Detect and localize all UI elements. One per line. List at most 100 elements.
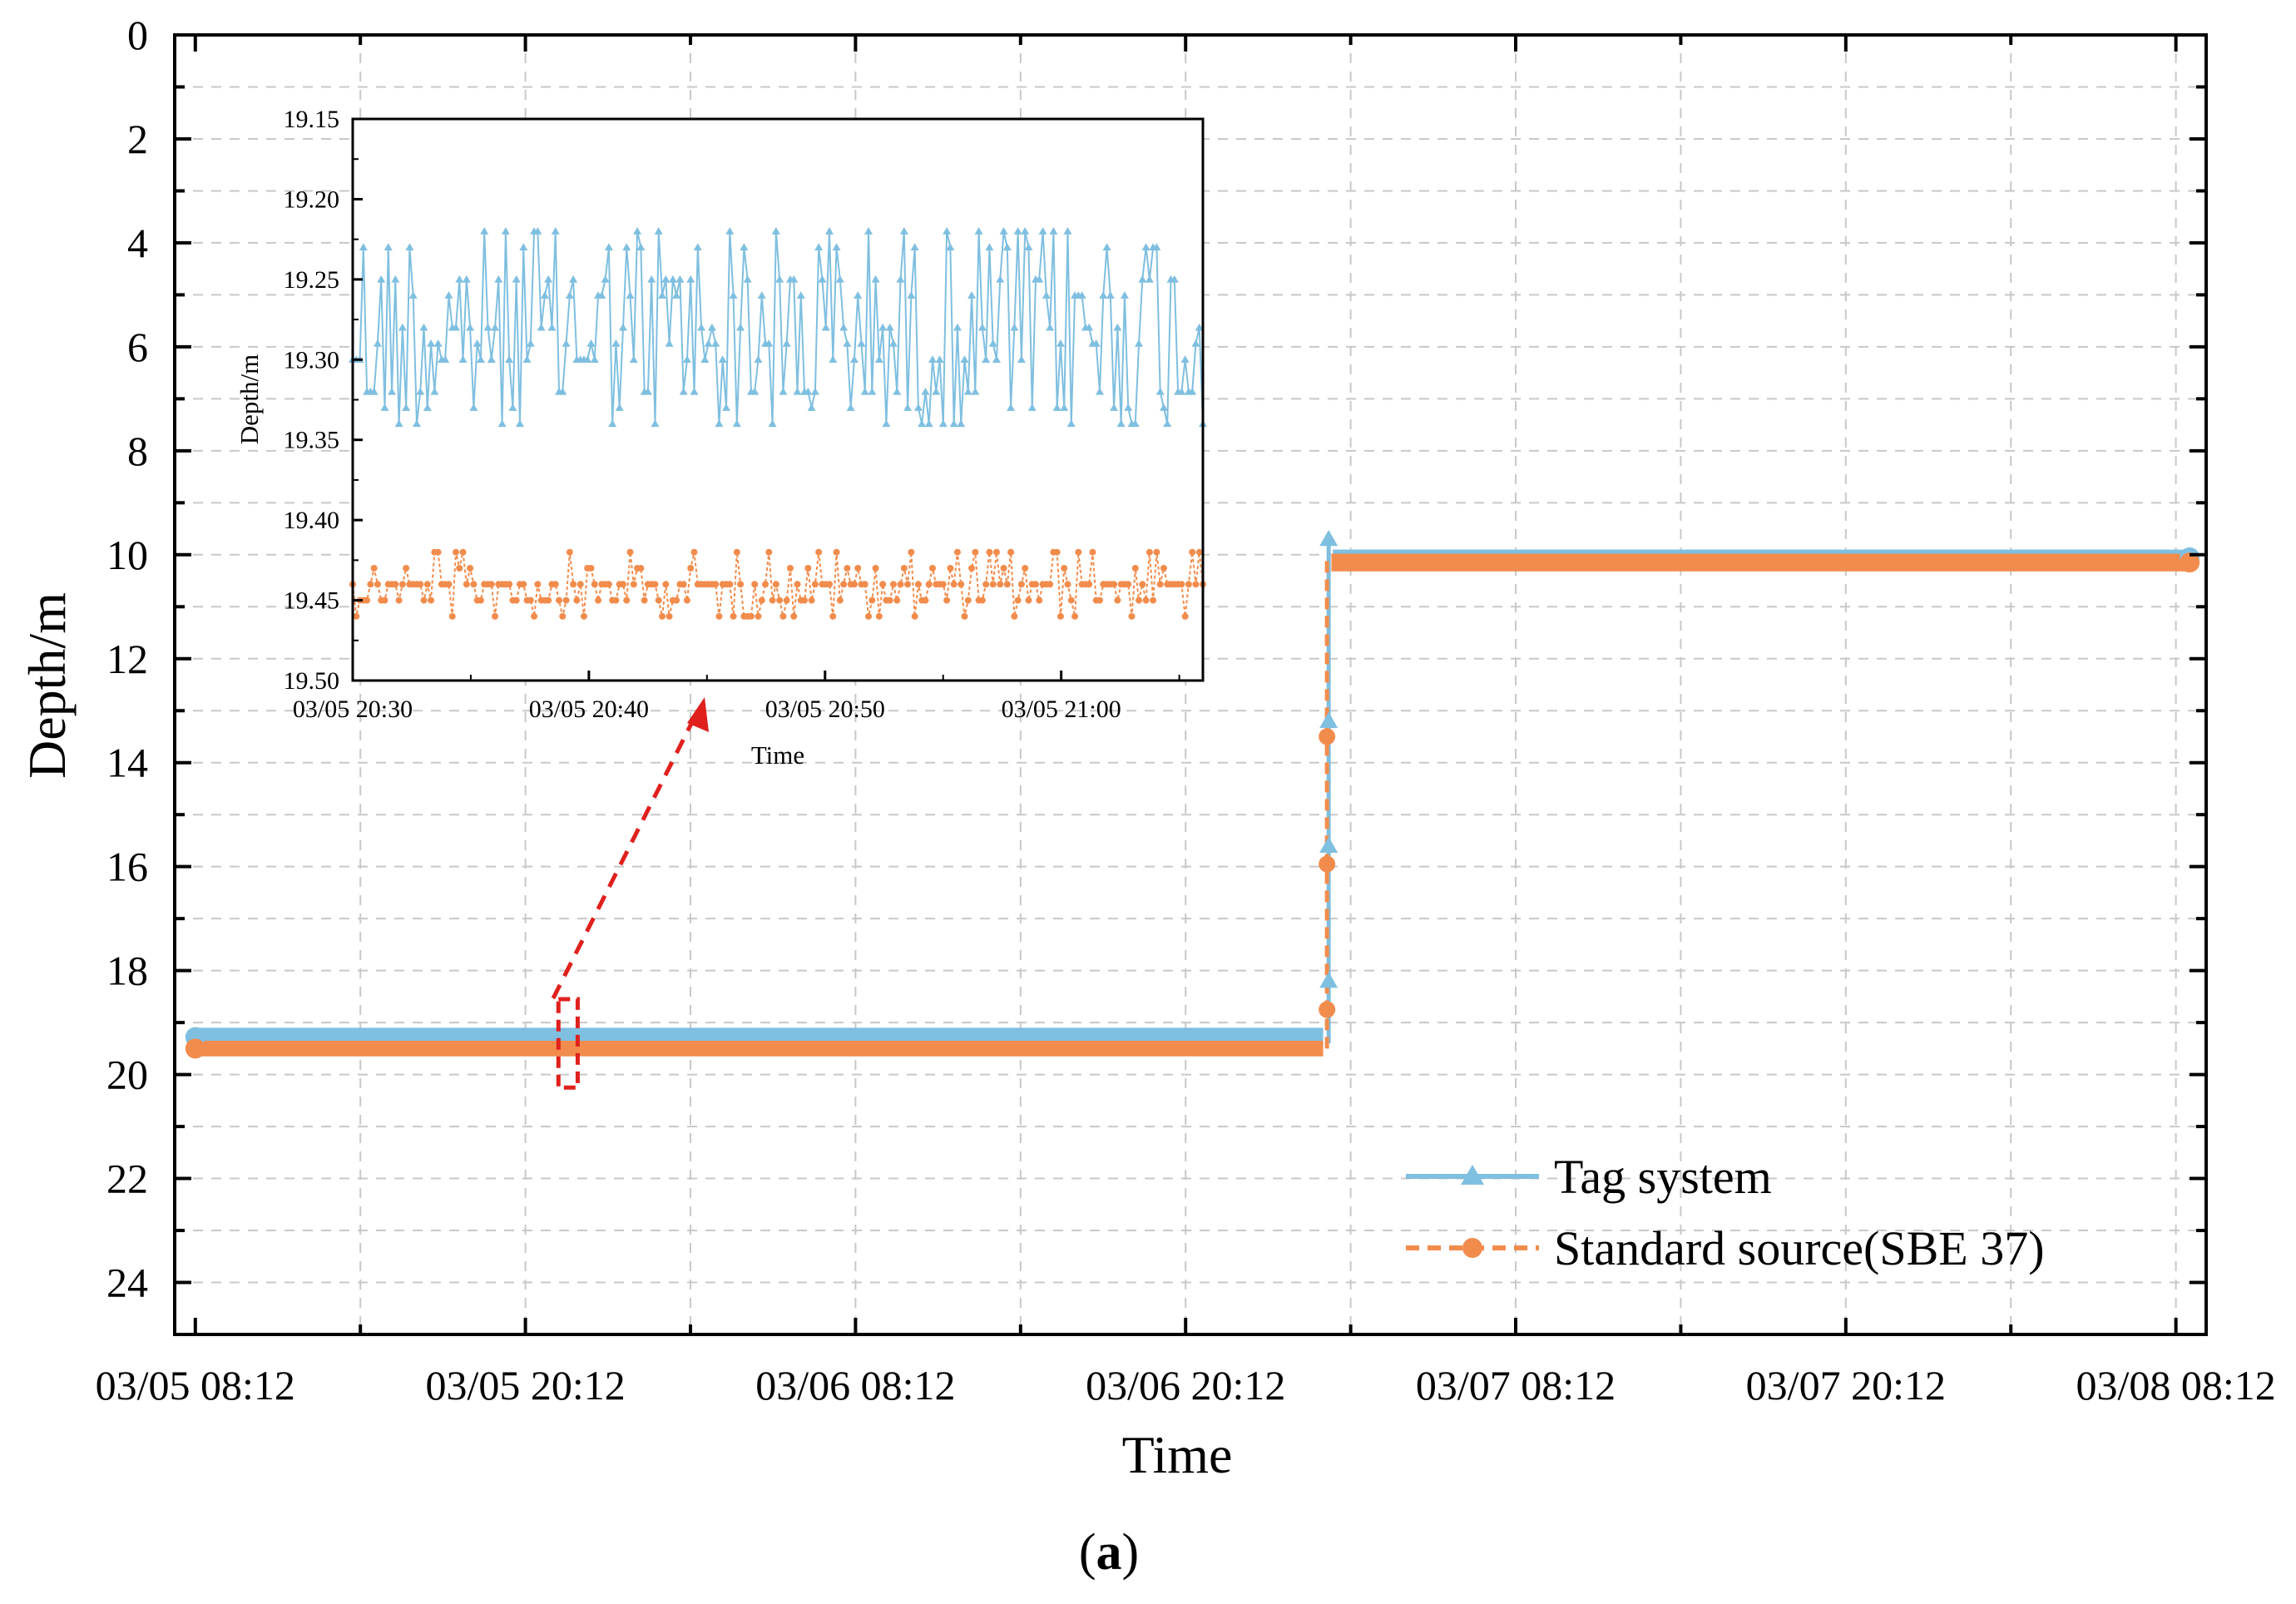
inset-standard-source-marker (1025, 597, 1032, 604)
inset-tag-system-marker (1138, 275, 1147, 283)
inset-standard-source-marker (1125, 581, 1132, 588)
inset-standard-source-marker (662, 581, 670, 588)
inset-tag-system-marker (882, 419, 891, 428)
inset-tag-system-marker (1035, 275, 1044, 283)
inset-standard-source-marker (765, 548, 773, 556)
inset-standard-source-marker (1086, 581, 1093, 588)
inset-tag-system-marker (996, 275, 1005, 283)
inset-tag-system-marker (540, 291, 549, 299)
inset-tag-system-marker (444, 291, 453, 299)
inset-tag-system-marker (1027, 403, 1037, 411)
inset-y-tick-label: 19.45 (284, 587, 340, 615)
inset-series (349, 227, 1207, 620)
inset-tag-system-marker (988, 339, 997, 347)
inset-tag-system-marker (1145, 275, 1154, 283)
inset-x-tick-label: 03/05 20:30 (293, 696, 413, 723)
inset-standard-source-marker (801, 597, 809, 604)
inset-y-tick-labels: 19.15 19.20 19.25 19.30 19.35 19.40 19.45 19.50 (284, 106, 340, 695)
zoom-arrow (551, 697, 709, 1000)
inset-tag-system-marker (1010, 323, 1019, 331)
inset-tag-system-marker (835, 275, 844, 283)
inset-tag-system-marker (779, 387, 788, 395)
inset-standard-source-marker (1111, 581, 1118, 588)
inset-chart: 03/05 20:30 03/05 20:40 03/05 20:50 03/05 2… (235, 106, 1207, 770)
inset-tag-system-marker (622, 243, 631, 251)
inset-standard-source-marker (423, 581, 431, 588)
inset-standard-source-marker (947, 565, 954, 572)
inset-standard-source-marker (512, 597, 520, 604)
inset-tag-system-line (353, 230, 1204, 425)
inset-tag-system-marker (967, 291, 977, 299)
inset-standard-source-marker (904, 581, 912, 588)
inset-tag-system-marker (697, 323, 706, 331)
inset-standard-source-marker (1139, 581, 1146, 588)
inset-tag-system-marker (957, 419, 966, 428)
inset-standard-source-marker (353, 612, 360, 620)
inset-tag-system-marker (743, 275, 752, 283)
inset-tag-system-marker (814, 243, 824, 251)
inset-tag-system-marker (1095, 387, 1104, 395)
inset-x-tick-label: 03/05 20:50 (765, 696, 885, 723)
legend-marker-standard-source (1462, 1238, 1482, 1258)
y-tick-label: 18 (106, 948, 148, 994)
inset-tag-system-marker (704, 339, 713, 347)
y-tick-label: 16 (106, 844, 148, 890)
inset-standard-source-marker (889, 581, 897, 588)
inset-tag-system-marker (732, 419, 741, 428)
inset-standard-source-marker (769, 597, 776, 604)
inset-standard-source-marker (683, 597, 690, 604)
inset-tag-system-marker (1077, 291, 1086, 299)
inset-standard-source-marker (1067, 597, 1075, 604)
inset-standard-source-marker (619, 581, 626, 588)
inset-tag-system-marker (519, 243, 528, 251)
inset-tag-system-marker (551, 227, 560, 235)
inset-tag-system-marker (849, 355, 859, 364)
inset-standard-source-marker (492, 612, 499, 620)
inset-standard-source-marker (964, 597, 972, 604)
inset-standard-source-marker (961, 612, 968, 620)
inset-y-tick-label: 19.30 (284, 346, 340, 374)
inset-tag-system-marker (455, 275, 464, 283)
inset-standard-source-marker (381, 597, 388, 604)
inset-tag-system-marker (821, 323, 830, 331)
inset-tag-system-marker (971, 387, 980, 395)
inset-tag-system-marker (874, 355, 883, 364)
inset-standard-source-marker (1056, 612, 1064, 620)
inset-standard-source-marker (612, 597, 620, 604)
inset-standard-source-marker (1185, 581, 1192, 588)
inset-standard-source-marker (900, 565, 908, 572)
inset-tag-system-marker (1007, 403, 1016, 411)
inset-tag-system-marker (960, 355, 969, 364)
inset-standard-source-marker (1061, 565, 1068, 572)
inset-standard-source-marker (1011, 612, 1018, 620)
inset-standard-source-marker (673, 597, 680, 604)
inset-standard-source-marker (1071, 612, 1079, 620)
y-tick-label: 8 (127, 428, 148, 474)
inset-tag-system-marker (907, 291, 916, 299)
inset-tag-system-marker (383, 243, 393, 251)
inset-tag-system-marker (711, 339, 720, 347)
inset-standard-source-marker (811, 581, 819, 588)
inset-standard-source-marker (794, 581, 801, 588)
inset-tag-system-marker (1135, 339, 1144, 347)
inset-tag-system-marker (604, 243, 613, 251)
inset-standard-source-marker (854, 565, 862, 572)
x-tick-label: 03/06 08:12 (755, 1362, 955, 1408)
inset-standard-source-marker (1192, 581, 1200, 588)
inset-tag-system-marker (793, 387, 802, 395)
y-tick-label: 4 (127, 220, 148, 266)
inset-tag-system-marker (903, 403, 913, 411)
inset-standard-source-marker (865, 612, 873, 620)
inset-tag-system-marker (896, 275, 905, 283)
inset-tag-system-marker (963, 387, 972, 395)
legend-label-tag-system: Tag system (1554, 1150, 1772, 1204)
inset-tag-system-marker (1021, 227, 1030, 235)
inset-tag-system-marker (462, 275, 471, 283)
x-tick-label: 03/06 20:12 (1086, 1362, 1285, 1408)
inset-tag-system-marker (1159, 403, 1168, 411)
inset-tag-system-marker (668, 275, 677, 283)
inset-tag-system-marker (491, 323, 500, 331)
inset-tag-system-marker (1013, 227, 1022, 235)
inset-tag-system-marker (501, 227, 510, 235)
inset-standard-source-marker (1136, 597, 1143, 604)
